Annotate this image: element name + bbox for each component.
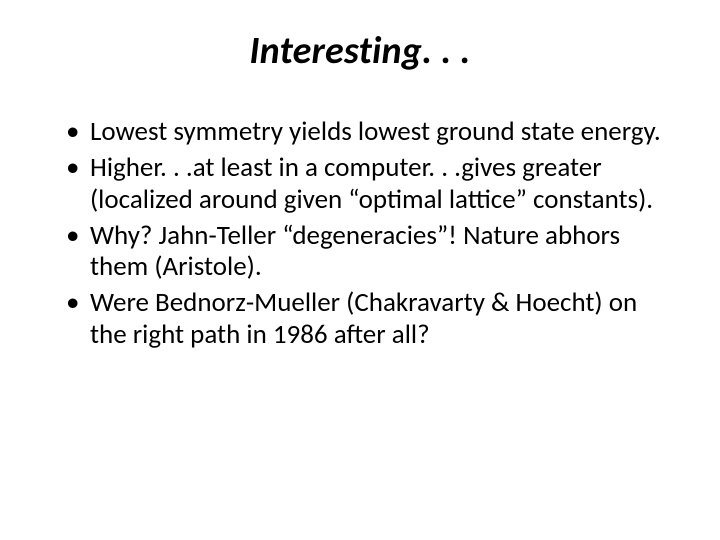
list-item: Were Bednorz-Mueller (Chakravarty & Hoec…	[66, 287, 670, 351]
list-item: Why? Jahn-Teller “degeneracies”! Nature …	[66, 220, 670, 284]
list-item: Lowest symmetry yields lowest ground sta…	[66, 116, 670, 148]
list-item: Higher. . .at least in a computer. . .gi…	[66, 152, 670, 216]
slide-title: Interesting. . .	[50, 28, 670, 74]
bullet-list: Lowest symmetry yields lowest ground sta…	[50, 116, 670, 351]
slide: Interesting. . . Lowest symmetry yields …	[0, 0, 720, 540]
